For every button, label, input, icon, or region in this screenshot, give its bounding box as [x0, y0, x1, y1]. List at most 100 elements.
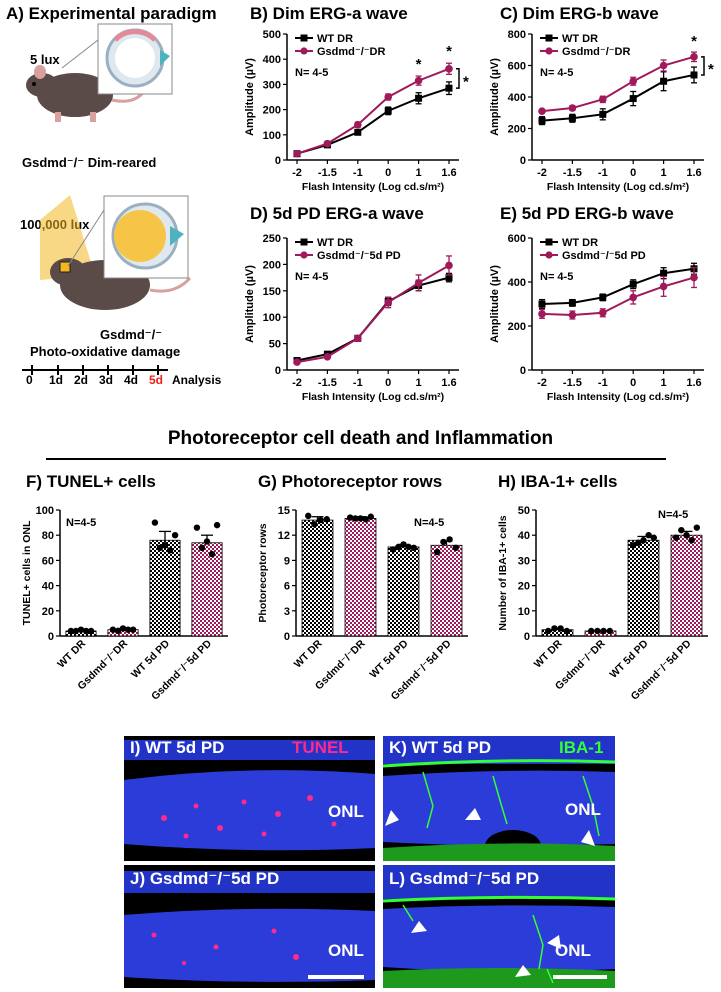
y-tick-label: 10 [518, 606, 530, 618]
series-gsdmd [538, 267, 698, 320]
y-tick-label: 80 [42, 530, 54, 542]
data-point [588, 627, 595, 635]
timeline-day-1: 1d [49, 373, 64, 387]
data-point [545, 627, 552, 635]
y-tick-label: 100 [36, 505, 54, 517]
data-point [114, 627, 122, 635]
data-point [551, 625, 558, 632]
microglia-processes [422, 771, 600, 837]
y-tick-label: 9 [284, 555, 290, 567]
y-tick-label: 500 [263, 29, 281, 41]
x-tick-label: 1.6 [441, 377, 456, 389]
legend-label: Gsdmd⁻/⁻5d PD [562, 250, 646, 262]
data-point [629, 95, 637, 103]
y-tick-label: 0 [48, 631, 54, 643]
y-tick-label: 400 [508, 92, 526, 104]
series-line [541, 267, 695, 305]
y-tick-label: 20 [518, 581, 530, 593]
tunel-positive-cells [161, 795, 337, 839]
data-point [213, 521, 221, 529]
data-point [166, 547, 174, 554]
data-point [600, 627, 607, 635]
y-tick-label: 60 [42, 555, 54, 567]
x-tick-label: 0 [630, 377, 636, 389]
data-point [198, 544, 206, 551]
chart-d: 0 50 100 150 200 250 -2 -1.5 -1 0 1 1.6 Flash Intens… [244, 233, 459, 403]
micrograph-k: K) WT 5d PD IBA-1 ONL [383, 736, 615, 861]
data-point [599, 293, 607, 301]
x-tick-label: -1 [353, 377, 363, 389]
data-point [323, 139, 332, 148]
bar [344, 517, 377, 637]
data-point [384, 93, 392, 101]
data-point [67, 627, 75, 635]
micrograph-j: J) Gsdmd⁻/⁻5d PD ONL [124, 865, 375, 988]
data-point [352, 515, 359, 522]
data-point [568, 104, 577, 112]
micrograph-i-onl-label: ONL [328, 802, 364, 821]
micrograph-j-title: J) Gsdmd⁻/⁻5d PD [130, 869, 280, 888]
chart-b: 0 100 200 300 400 500 -2 -1.5 -1 0 1 1.6 Flash Inten… [244, 29, 469, 193]
data-point [434, 548, 441, 556]
data-point [645, 532, 652, 539]
panel-e-title: E) 5d PD ERG-b wave [500, 204, 674, 223]
data-point [599, 309, 607, 317]
y-tick-label: 200 [263, 105, 281, 117]
data-point [193, 524, 201, 531]
n-label: N= 4-5 [295, 271, 328, 283]
data-point [357, 515, 364, 522]
data-point [672, 534, 680, 541]
data-point [405, 543, 412, 551]
data-point [362, 516, 369, 523]
data-point [323, 516, 330, 523]
data-point [659, 282, 668, 291]
data-point [151, 519, 159, 526]
significance-star: * [708, 61, 714, 78]
series-line [296, 264, 450, 364]
data-point [354, 334, 362, 343]
data-point [568, 299, 576, 307]
bar [541, 629, 574, 637]
significance-bracket [701, 56, 705, 76]
y-tick-label: 12 [278, 530, 290, 542]
data-point [384, 298, 392, 307]
x-tick-label: 0 [385, 377, 391, 389]
data-point [440, 538, 447, 546]
y-axis-label: Amplitude (µV) [244, 265, 256, 343]
microglia-processes [402, 904, 554, 984]
pd-genotype-label: Gsdmd⁻/⁻ [100, 327, 163, 342]
x-axis-label: Flash Intensity (Log cd.s/m²) [302, 391, 444, 403]
legend-marker [545, 251, 553, 259]
data-point [87, 627, 95, 635]
data-point [693, 524, 701, 531]
legend-marker [300, 47, 308, 55]
bar [670, 534, 703, 637]
x-tick-label: 1.6 [441, 167, 456, 179]
data-point [72, 627, 80, 635]
data-point [660, 77, 668, 85]
x-tick-label: 1 [416, 167, 422, 179]
data-point [354, 128, 362, 136]
y-tick-label: 3 [284, 606, 290, 618]
x-tick-label: 0 [630, 167, 636, 179]
data-point [690, 71, 698, 79]
x-tick-label: -1 [353, 167, 363, 179]
data-point [606, 627, 613, 635]
y-tick-label: 200 [263, 259, 281, 271]
y-tick-label: 20 [42, 606, 54, 618]
data-point [683, 532, 690, 539]
significance-star: * [691, 33, 697, 50]
paradigm-illustration [26, 23, 192, 310]
data-point [563, 627, 570, 635]
data-point [659, 61, 668, 70]
micrograph-i-image [124, 736, 375, 861]
y-tick-label: 100 [263, 312, 281, 324]
x-tick-label: -2 [292, 377, 302, 389]
data-point [690, 53, 698, 61]
legend-marker [300, 238, 308, 246]
data-point [156, 544, 164, 551]
x-tick-label: -1 [598, 167, 608, 179]
series-wt [538, 262, 698, 310]
y-tick-label: 0 [284, 631, 290, 643]
data-point [124, 626, 132, 633]
